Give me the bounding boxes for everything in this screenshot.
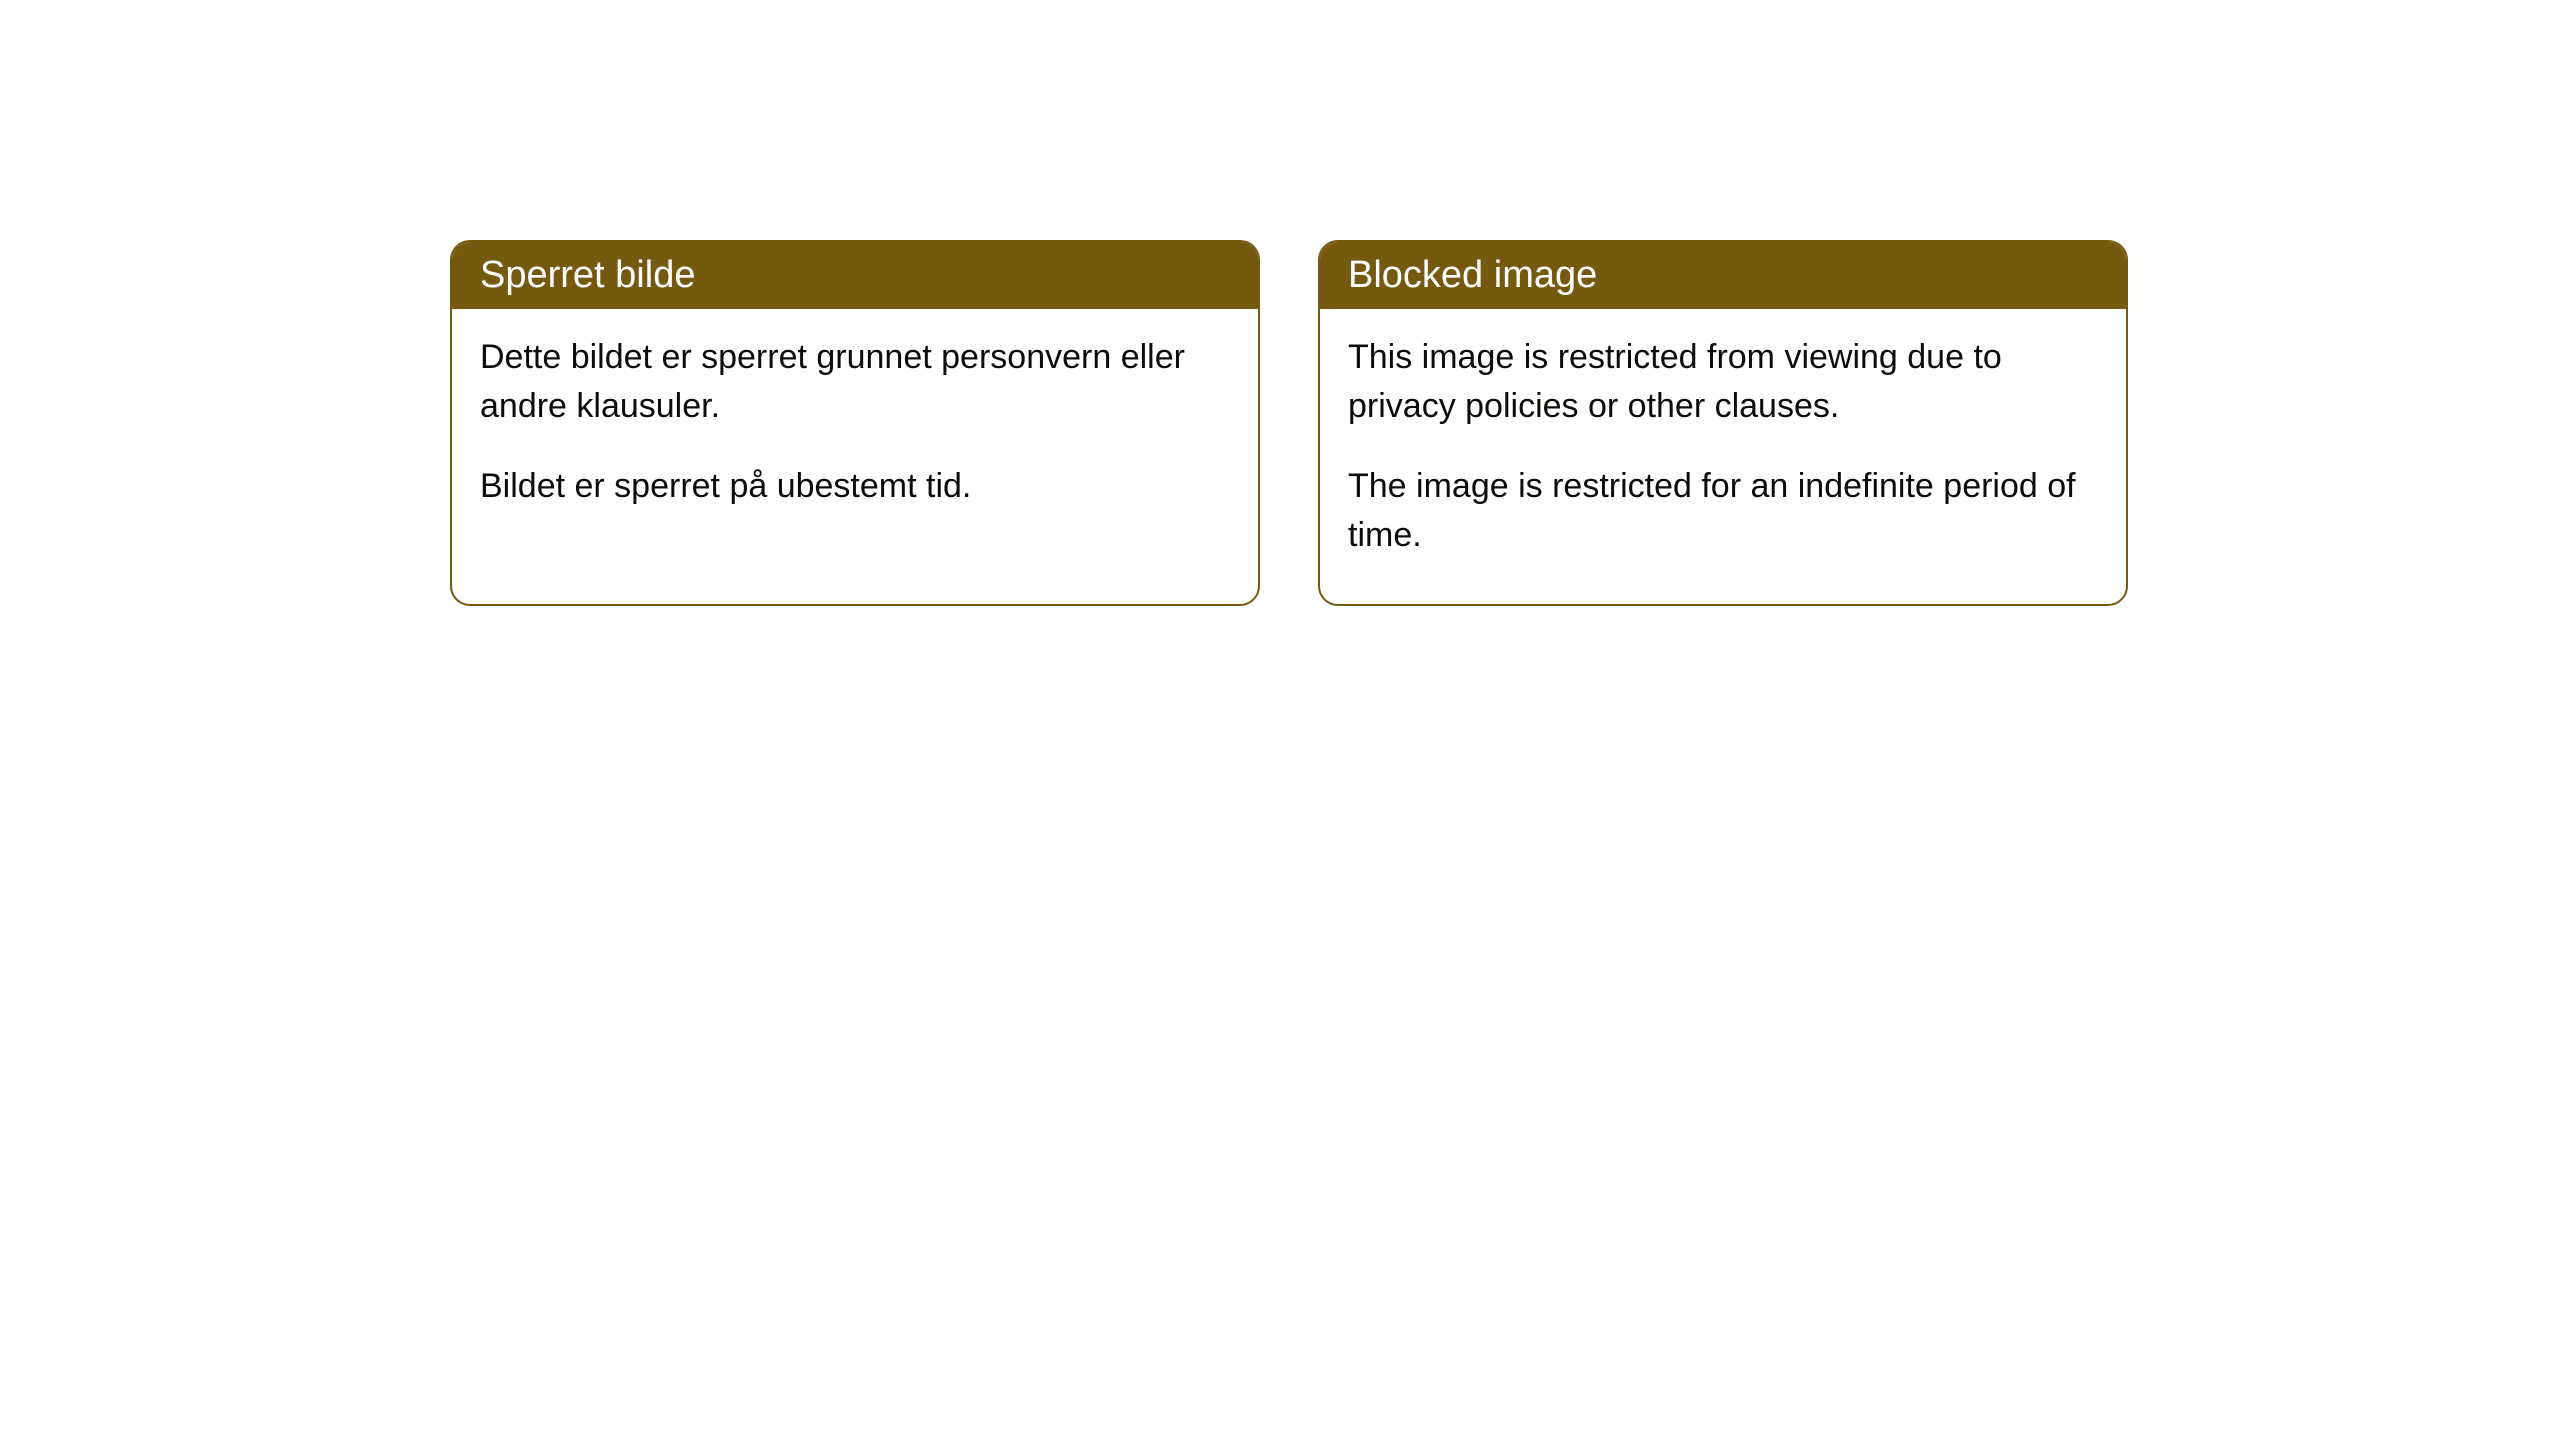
- card-paragraph: The image is restricted for an indefinit…: [1348, 462, 2098, 561]
- blocked-image-card-norwegian: Sperret bilde Dette bildet er sperret gr…: [450, 240, 1260, 606]
- card-title: Sperret bilde: [480, 254, 695, 296]
- notice-cards-container: Sperret bilde Dette bildet er sperret gr…: [450, 240, 2560, 606]
- card-title: Blocked image: [1348, 254, 1597, 296]
- card-paragraph: Dette bildet er sperret grunnet personve…: [480, 333, 1230, 432]
- card-header: Blocked image: [1320, 242, 2126, 309]
- card-header: Sperret bilde: [452, 242, 1258, 309]
- card-body: This image is restricted from viewing du…: [1320, 309, 2126, 604]
- card-paragraph: This image is restricted from viewing du…: [1348, 333, 2098, 432]
- card-body: Dette bildet er sperret grunnet personve…: [452, 309, 1258, 555]
- card-paragraph: Bildet er sperret på ubestemt tid.: [480, 462, 1230, 511]
- blocked-image-card-english: Blocked image This image is restricted f…: [1318, 240, 2128, 606]
